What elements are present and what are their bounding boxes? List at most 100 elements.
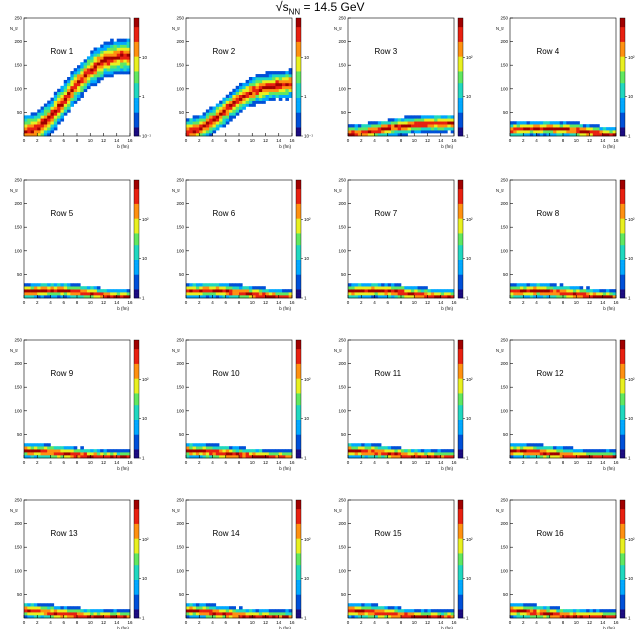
colorbar-segment	[296, 446, 301, 450]
heatmap-cell	[420, 118, 425, 122]
heatmap-cell	[420, 121, 425, 125]
heatmap-cell	[539, 289, 544, 293]
heatmap-cell	[199, 609, 203, 613]
heatmap-cell	[30, 295, 35, 299]
heatmap-cell	[199, 603, 203, 607]
heatmap-cell	[407, 118, 412, 122]
x-tick-label: 8	[400, 300, 403, 305]
colorbar-segment	[296, 351, 301, 356]
heatmap-cell	[120, 449, 124, 453]
colorbar-segment	[134, 576, 139, 580]
heatmap-cell	[404, 612, 408, 616]
colorbar-segment	[458, 188, 463, 193]
colorbar-segment	[458, 256, 463, 260]
colorbar-frame	[295, 499, 302, 619]
y-tick-label: 200	[338, 201, 346, 206]
heatmap-cell	[123, 41, 127, 45]
heatmap-cell	[186, 603, 190, 607]
colorbar-segment	[296, 44, 301, 48]
colorbar-segment	[458, 121, 463, 125]
x-tick-label: 8	[76, 460, 79, 465]
heatmap-cell	[100, 71, 104, 75]
heatmap-cell	[80, 94, 84, 98]
heatmap-cell	[546, 446, 551, 450]
heatmap-cell	[404, 115, 408, 119]
heatmap-cell	[582, 452, 587, 456]
colorbar-segment	[458, 259, 463, 263]
heatmap-cell	[73, 283, 78, 287]
heatmap-cell	[252, 449, 256, 453]
heatmap-cell	[60, 283, 65, 287]
heatmap-cell	[407, 295, 412, 299]
heatmap-cell	[57, 283, 61, 287]
heatmap-cell	[53, 112, 58, 116]
heatmap-cell	[394, 612, 398, 616]
heatmap-cell	[232, 106, 236, 110]
heatmap-cell	[516, 452, 521, 456]
heatmap-cell	[60, 455, 65, 459]
colorbar-segment	[134, 535, 139, 539]
heatmap-cell	[444, 455, 448, 459]
plot-frame	[509, 17, 617, 137]
heatmap-cell	[265, 609, 270, 613]
heatmap-cell	[83, 71, 88, 75]
heatmap-cell	[110, 65, 114, 69]
colorbar-segment	[134, 360, 139, 364]
x-tick-label: 12	[587, 620, 593, 625]
colorbar-tick-label: 10	[466, 416, 472, 421]
heatmap-cell	[229, 97, 233, 101]
colorbar-segment	[296, 262, 301, 266]
heatmap-cell	[40, 115, 45, 119]
colorbar-segment	[134, 517, 139, 521]
heatmap-cell	[348, 446, 352, 450]
colorbar-segment	[620, 197, 625, 201]
heatmap-cell	[394, 606, 398, 610]
heatmap-cell	[248, 295, 253, 299]
x-tick-label: 12	[101, 460, 107, 465]
heatmap-cell	[364, 283, 369, 287]
heatmap-cell	[586, 452, 590, 456]
y-axis-label: N_tr	[10, 348, 19, 353]
heatmap-cell	[116, 65, 121, 69]
heatmap-cell	[100, 50, 104, 54]
colorbar-segment	[134, 431, 139, 435]
heatmap-cell	[278, 79, 283, 84]
y-axis-label: N_tr	[496, 26, 505, 31]
heatmap-cell	[582, 133, 587, 137]
heatmap-cell	[248, 82, 253, 87]
colorbar-segment	[458, 579, 463, 583]
heatmap-cell	[430, 130, 435, 134]
heatmap-cell	[219, 283, 223, 287]
heatmap-cell	[195, 449, 200, 453]
x-tick-label: 4	[535, 300, 538, 305]
heatmap-cell	[67, 106, 71, 110]
heatmap-cell	[609, 612, 613, 616]
x-tick-label: 16	[127, 620, 133, 625]
heatmap-cell	[245, 82, 250, 87]
heatmap-cell	[361, 446, 365, 450]
heatmap-cell	[516, 449, 521, 453]
colorbar-segment	[296, 342, 301, 347]
heatmap-cell	[57, 121, 61, 125]
colorbar-segment	[620, 585, 625, 589]
heatmap-cell	[265, 82, 270, 87]
x-tick-label: 6	[548, 460, 551, 465]
heatmap-cell	[612, 295, 617, 299]
heatmap-cell	[549, 449, 554, 453]
heatmap-cell	[73, 286, 78, 290]
heatmap-cell	[576, 449, 580, 453]
heatmap-cell	[37, 130, 41, 134]
heatmap-cell	[67, 109, 71, 113]
heatmap-cell	[278, 452, 283, 456]
heatmap-cell	[123, 59, 127, 63]
heatmap-cell	[586, 286, 590, 290]
heatmap-cell	[579, 292, 584, 296]
heatmap-cell	[100, 62, 104, 66]
heatmap-cell	[70, 292, 74, 296]
heatmap-cell	[96, 612, 101, 616]
heatmap-cell	[110, 295, 114, 299]
heatmap-cell	[212, 115, 217, 119]
heatmap-cell	[440, 452, 445, 456]
x-tick-label: 8	[238, 138, 241, 143]
heatmap-cell	[510, 286, 514, 290]
